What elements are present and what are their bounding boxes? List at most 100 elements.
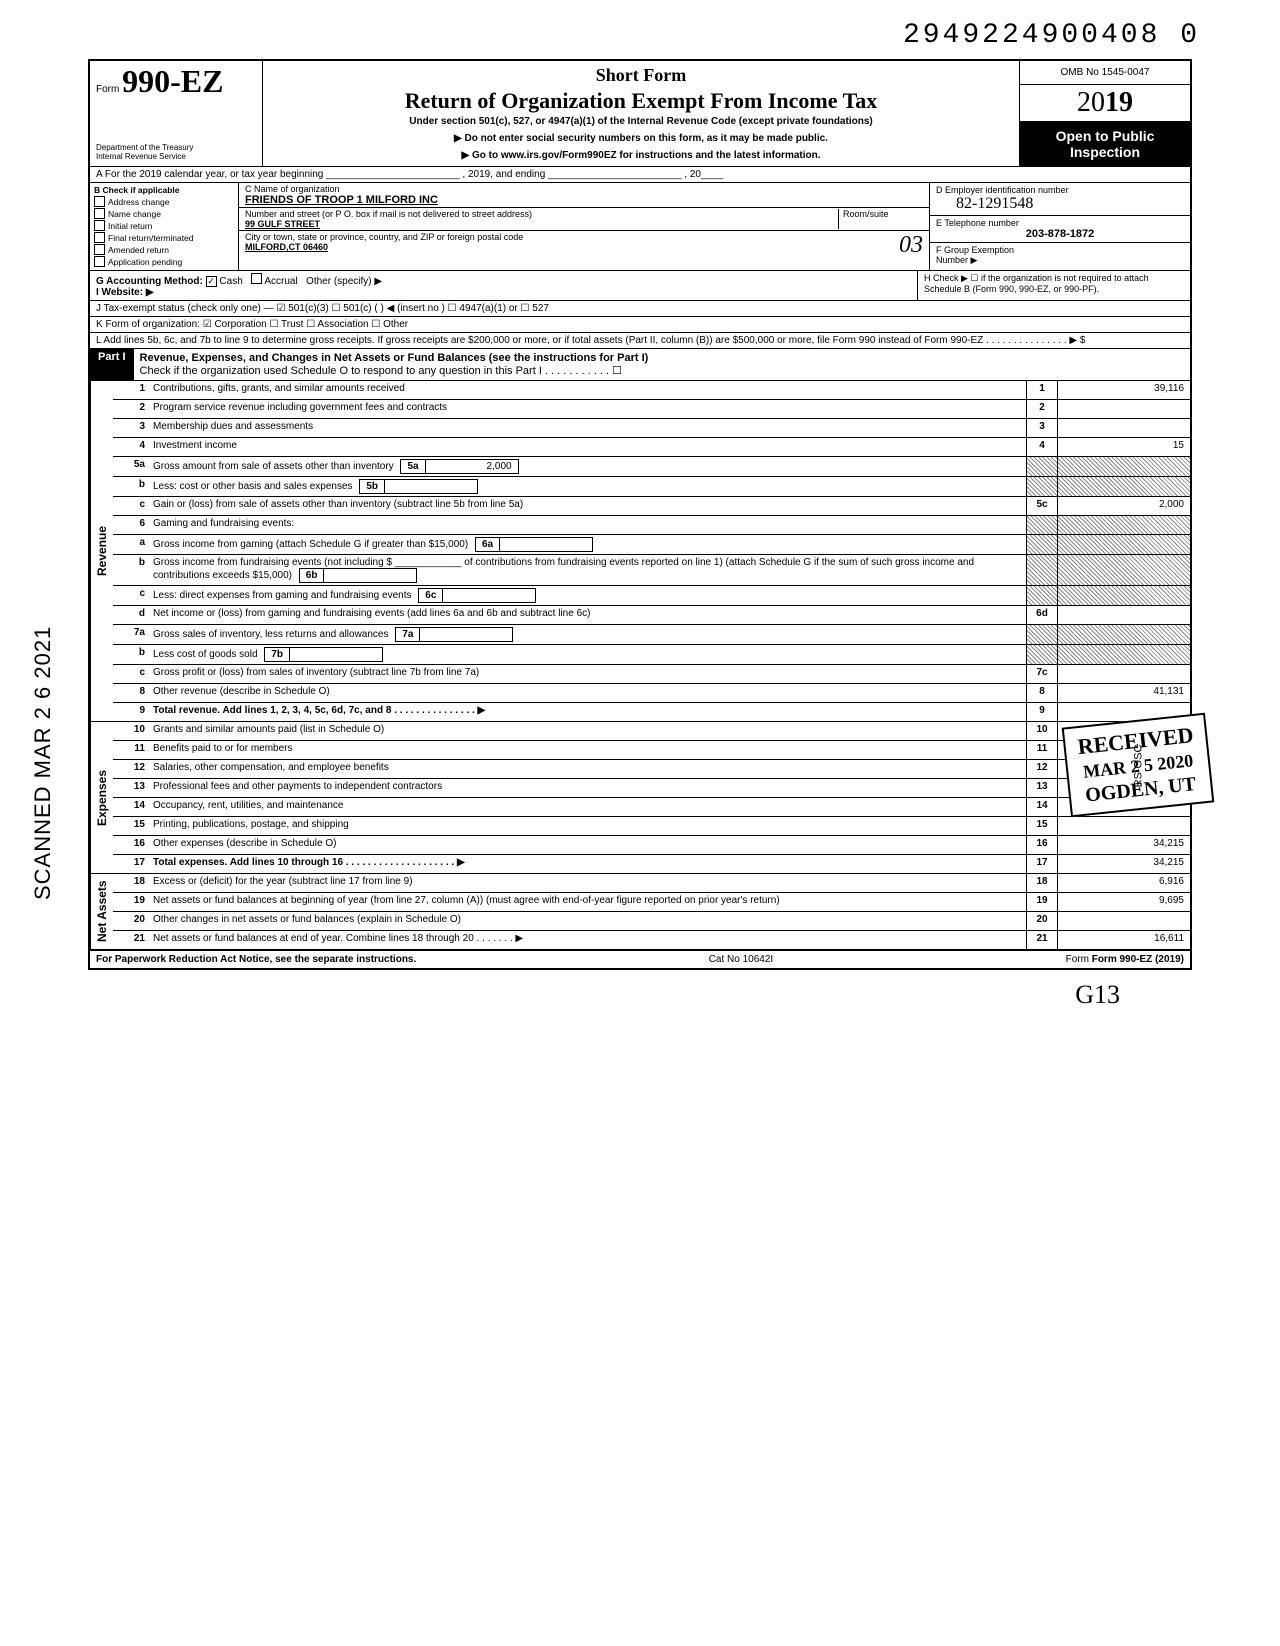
line-number: 10	[113, 722, 149, 740]
line-box-no: 6d	[1026, 606, 1057, 624]
line-box-no	[1026, 625, 1057, 644]
line-box-no: 5c	[1026, 497, 1057, 515]
line-18: 18Excess or (deficit) for the year (subt…	[113, 874, 1190, 893]
header-center: Short Form Return of Organization Exempt…	[263, 61, 1019, 166]
inner-box-7a: 7a	[395, 627, 513, 642]
line-number: 8	[113, 684, 149, 702]
form-prefix: Form	[96, 84, 119, 95]
line-number: 5a	[113, 457, 149, 476]
chk-final-return[interactable]: Final return/terminated	[94, 232, 234, 243]
line-box-no: 13	[1026, 779, 1057, 797]
inner-box-value	[385, 480, 477, 493]
label-street: Number and street (or P O. box if mail i…	[245, 209, 838, 219]
line-number: 13	[113, 779, 149, 797]
line-desc: Less: direct expenses from gaming and fu…	[149, 586, 1026, 605]
line-amount	[1057, 516, 1190, 534]
chk-accrual[interactable]	[251, 273, 262, 284]
line-number: 12	[113, 760, 149, 778]
line-number: a	[113, 535, 149, 554]
line-1: 1Contributions, gifts, grants, and simil…	[113, 381, 1190, 400]
line-desc: Printing, publications, postage, and shi…	[149, 817, 1026, 835]
line-box-no	[1026, 535, 1057, 554]
line-number: 21	[113, 931, 149, 949]
row-l: L Add lines 5b, 6c, and 7b to line 9 to …	[90, 333, 1190, 349]
line-box-no: 2	[1026, 400, 1057, 418]
inner-box-5a: 5a2,000	[400, 459, 518, 474]
line-10: 10Grants and similar amounts paid (list …	[113, 722, 1190, 741]
line-number: d	[113, 606, 149, 624]
header-right: OMB No 1545-0047 2019 Open to Public Ins…	[1019, 61, 1190, 166]
line-amount: 6,916	[1057, 874, 1190, 892]
line-box-no: 14	[1026, 798, 1057, 816]
line-19: 19Net assets or fund balances at beginni…	[113, 893, 1190, 912]
goto-line: ▶ Go to www.irs.gov/Form990EZ for instru…	[271, 150, 1011, 161]
line-7b: bLess cost of goods sold 7b	[113, 645, 1190, 665]
street-value: 99 GULF STREET	[245, 219, 838, 229]
chk-cash[interactable]: ✓	[206, 276, 217, 287]
line-desc: Grants and similar amounts paid (list in…	[149, 722, 1026, 740]
phone-value: 203-878-1872	[936, 228, 1184, 240]
ssn-warning: ▶ Do not enter social security numbers o…	[271, 133, 1011, 144]
scanned-stamp: SCANNED MAR 2 6 2021	[30, 626, 56, 900]
chk-name-change[interactable]: Name change	[94, 208, 234, 219]
line-15: 15Printing, publications, postage, and s…	[113, 817, 1190, 836]
inner-box-6b: 6b	[299, 568, 418, 583]
other-label: Other (specify) ▶	[306, 276, 382, 287]
line-desc: Investment income	[149, 438, 1026, 456]
room-suite-col: Room/suite	[838, 209, 923, 229]
cat-no: Cat No 10642I	[709, 954, 774, 965]
line-desc: Membership dues and assessments	[149, 419, 1026, 437]
expenses-label: Expenses	[90, 722, 113, 873]
line-amount	[1057, 535, 1190, 554]
line-6b: bGross income from fundraising events (n…	[113, 555, 1190, 586]
rs-osc-stamp: RS-OSC	[1133, 745, 1145, 788]
line-number: 11	[113, 741, 149, 759]
line-desc: Total revenue. Add lines 1, 2, 3, 4, 5c,…	[149, 703, 1026, 721]
line-amount	[1057, 400, 1190, 418]
line-amount	[1057, 912, 1190, 930]
row-k: K Form of organization: ☑ Corporation ☐ …	[90, 317, 1190, 333]
line-amount: 2,000	[1057, 497, 1190, 515]
label-name: C Name of organization	[245, 184, 438, 194]
line-number: 17	[113, 855, 149, 873]
chk-initial-return[interactable]: Initial return	[94, 220, 234, 231]
line-amount	[1057, 645, 1190, 664]
chk-amended-return[interactable]: Amended return	[94, 244, 234, 255]
d-label: D Employer identification number	[936, 185, 1184, 195]
form-990ez: Form 990-EZ Department of the Treasury I…	[88, 59, 1192, 970]
inner-box-label: 6a	[476, 538, 500, 551]
chk-label: Amended return	[108, 245, 169, 255]
line-amount	[1057, 457, 1190, 476]
line-5b: bLess: cost or other basis and sales exp…	[113, 477, 1190, 497]
line-box-no: 10	[1026, 722, 1057, 740]
line-desc: Gaming and fundraising events:	[149, 516, 1026, 534]
revenue-label: Revenue	[90, 381, 113, 721]
line-amount	[1057, 477, 1190, 496]
inner-box-value	[420, 628, 512, 641]
inner-box-6c: 6c	[418, 588, 536, 603]
line-12: 12Salaries, other compensation, and empl…	[113, 760, 1190, 779]
row-h: H Check ▶ ☐ if the organization is not r…	[917, 271, 1190, 300]
line-amount: 16,611	[1057, 931, 1190, 949]
line-desc: Contributions, gifts, grants, and simila…	[149, 381, 1026, 399]
chk-application-pending[interactable]: Application pending	[94, 256, 234, 267]
inner-box-value	[443, 589, 535, 602]
line-number: 19	[113, 893, 149, 911]
line-desc: Benefits paid to or for members	[149, 741, 1026, 759]
line-box-no: 7c	[1026, 665, 1057, 683]
ein-value: 82-1291548	[936, 195, 1184, 213]
line-desc: Professional fees and other payments to …	[149, 779, 1026, 797]
open-to-public: Open to Public Inspection	[1020, 122, 1190, 166]
form-footer: For Paperwork Reduction Act Notice, see …	[90, 951, 1190, 968]
chk-address-change[interactable]: Address change	[94, 196, 234, 207]
line-desc: Net assets or fund balances at beginning…	[149, 893, 1026, 911]
line-desc: Program service revenue including govern…	[149, 400, 1026, 418]
line-number: 4	[113, 438, 149, 456]
form-number: 990-EZ	[122, 63, 223, 99]
line-number: b	[113, 645, 149, 664]
line-amount: 39,116	[1057, 381, 1190, 399]
inner-box-label: 7a	[396, 628, 420, 641]
g-label: G Accounting Method:	[96, 276, 203, 287]
netasset-lines: 18Excess or (deficit) for the year (subt…	[113, 874, 1190, 949]
department: Department of the Treasury Internal Reve…	[96, 144, 256, 162]
